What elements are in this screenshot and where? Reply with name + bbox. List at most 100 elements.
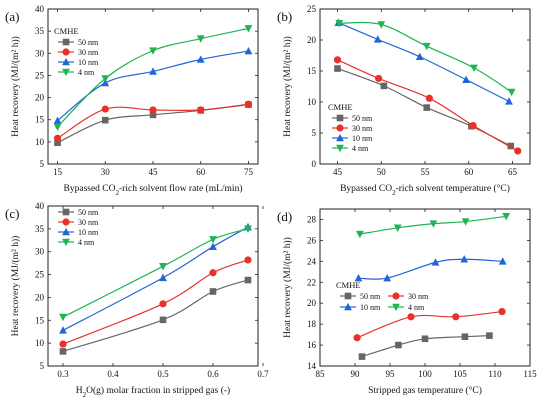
data-point xyxy=(431,258,440,266)
legend-label: 10 nm xyxy=(360,303,381,312)
series-50-nm xyxy=(358,332,493,360)
x-axis-label-sub: 2 xyxy=(392,189,396,197)
series-30-nm xyxy=(59,256,252,348)
x-tick-label: 85 xyxy=(316,369,326,379)
y-tick-label: 15 xyxy=(35,315,45,325)
panel-c: 0.3 0.4 0.5 0.6 0.7 5 10 15 20 25 30 35 40 H2O(g) mol… xyxy=(5,201,269,399)
y-tick-label: 10 xyxy=(307,97,317,107)
data-point xyxy=(334,65,341,72)
x-axis-label-rest: O(g) molar fraction in stripped gas (-) xyxy=(86,385,230,396)
x-tick-label: 0.5 xyxy=(157,369,169,379)
panel-a: 15 30 45 60 75 5 10 15 20 25 30 35 40 Bypassed CO2-ri… xyxy=(5,4,259,197)
legend-marker xyxy=(62,208,70,216)
series-4-nm xyxy=(356,213,511,239)
data-point xyxy=(196,55,205,63)
data-point xyxy=(461,333,469,340)
legend-label: 4 nm xyxy=(352,144,369,153)
data-point xyxy=(335,19,344,28)
legend-item: 30 nm xyxy=(58,48,99,57)
panel-b: 45 50 55 60 65 0 5 10 15 20 25 Bypassed CO2-rich so… xyxy=(277,4,531,197)
data-point xyxy=(333,56,342,64)
data-point xyxy=(209,242,217,250)
legend-marker xyxy=(62,238,70,247)
plot-frame xyxy=(47,8,259,165)
plot-frame xyxy=(47,205,259,367)
data-point xyxy=(383,273,392,282)
x-tick-label: 100 xyxy=(418,369,432,379)
legend-label: 10 nm xyxy=(352,134,373,143)
y-tick-label: 28 xyxy=(307,214,317,224)
data-point xyxy=(244,225,252,233)
data-point xyxy=(54,139,61,147)
panel-label: (b) xyxy=(277,9,292,24)
x-tick-label: 45 xyxy=(333,167,343,177)
legend-label: 4 nm xyxy=(78,68,95,77)
panel-d: 85 90 95 100 105 110 115 14 16 18 20 22 24 26 28 Stripp… xyxy=(277,208,537,396)
x-tick-label: 55 xyxy=(421,167,431,177)
legend-label: 50 nm xyxy=(78,208,99,217)
legend-item: 4 nm xyxy=(332,144,369,153)
x-axis-label-main: Bypassed CO xyxy=(64,184,116,194)
x-tick-label: 30 xyxy=(101,167,111,177)
legend-label: 30 nm xyxy=(78,48,99,57)
data-point xyxy=(53,116,62,124)
data-point xyxy=(59,313,67,322)
legend-marker xyxy=(392,292,400,300)
legend-title: CMHE xyxy=(54,26,79,36)
data-point xyxy=(101,75,110,83)
panel-label: (c) xyxy=(5,206,19,221)
data-point xyxy=(59,340,67,348)
y-tick-label: 22 xyxy=(307,277,316,287)
data-point xyxy=(244,25,253,33)
legend-item: 10 nm xyxy=(340,302,381,312)
data-point xyxy=(159,300,167,308)
data-point xyxy=(423,104,431,111)
data-point xyxy=(395,341,402,349)
data-point xyxy=(59,326,67,334)
data-point xyxy=(415,52,424,61)
data-point xyxy=(353,334,361,342)
legend-item: 30 nm xyxy=(58,218,99,227)
x-tick-label: 50 xyxy=(377,167,387,177)
x-tick-label: 115 xyxy=(523,369,537,379)
x-axis-label-sub: 2 xyxy=(116,189,120,197)
series-10-nm xyxy=(334,18,513,105)
legend-marker xyxy=(62,68,70,77)
data-point xyxy=(209,236,217,244)
series-line xyxy=(358,258,503,280)
legend-marker xyxy=(336,133,344,142)
data-point xyxy=(244,100,253,108)
data-point xyxy=(505,97,513,105)
x-axis-label-sub: 2 xyxy=(83,391,87,399)
data-point xyxy=(507,142,515,150)
x-tick-label: 0.3 xyxy=(57,369,69,379)
y-tick-label: 20 xyxy=(307,298,317,308)
data-point xyxy=(429,220,438,228)
y-tick-label: 26 xyxy=(307,235,317,245)
data-point xyxy=(101,105,109,113)
y-tick-label: 14 xyxy=(307,361,317,371)
x-tick-label: 65 xyxy=(508,167,518,177)
y-axis-label: Heat recovery (MJ/(m² h)) xyxy=(282,237,293,338)
y-tick-label: 25 xyxy=(307,4,317,14)
series-4-nm xyxy=(53,25,253,131)
legend-title: CMHE xyxy=(328,102,353,112)
x-axis-label-main: H xyxy=(76,386,83,396)
y-tick-label: 20 xyxy=(35,93,45,103)
x-tick-label: 95 xyxy=(386,369,396,379)
legend-marker xyxy=(336,124,344,132)
data-point xyxy=(502,213,511,221)
x-axis-label: H2O(g) molar fraction in stripped gas (-… xyxy=(76,385,230,399)
legend-item: 10 nm xyxy=(332,133,373,143)
y-tick-label: 30 xyxy=(35,247,45,257)
series-line xyxy=(62,228,249,318)
y-tick-label: 15 xyxy=(307,66,317,76)
legend-marker xyxy=(62,227,70,236)
data-point xyxy=(498,257,507,265)
data-point xyxy=(498,307,506,316)
data-point xyxy=(460,255,469,263)
